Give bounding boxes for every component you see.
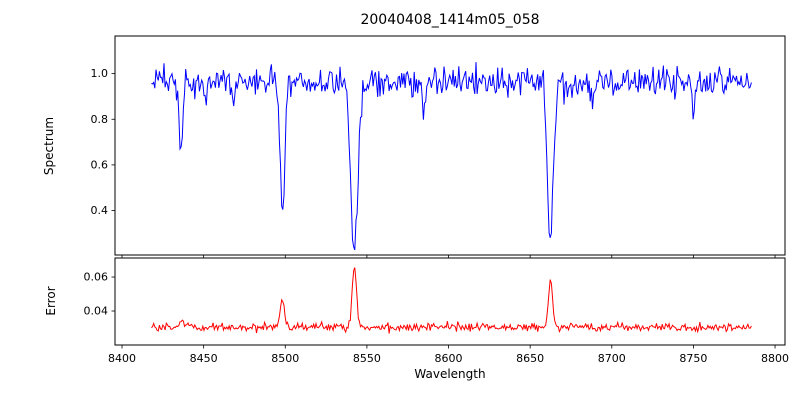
x-tick-label: 8400 [108,352,136,365]
x-tick-label: 8650 [516,352,544,365]
x-tick-label: 8600 [435,352,463,365]
spectrum-axes-frame [114,35,786,256]
y-tick-label: 1.0 [91,67,109,80]
x-tick-label: 8700 [598,352,626,365]
error-panel: 0.04 0.06 8400 8450 8500 8550 8600 8650 8700 8750… [84,257,789,365]
spectrum-line [151,62,752,251]
chart-title: 20040408_1414m05_058 [360,12,540,28]
y-tick-label: 0.6 [91,158,109,171]
y-tick-label: 0.06 [84,271,109,284]
x-axis-label: Wavelength [414,367,486,381]
x-tick-label: 8550 [353,352,381,365]
x-tick-label: 8750 [679,352,707,365]
spectrum-panel: 0.4 0.6 0.8 1.0 [91,35,786,259]
y-tick-label: 0.4 [91,204,109,217]
x-tick-label: 8500 [271,352,299,365]
error-line [151,267,752,334]
error-axes-frame [114,257,786,346]
y-tick-label: 0.04 [84,305,109,318]
x-tick-label: 8450 [190,352,218,365]
y-tick-label: 0.8 [91,113,109,126]
x-tick-label: 8800 [761,352,789,365]
